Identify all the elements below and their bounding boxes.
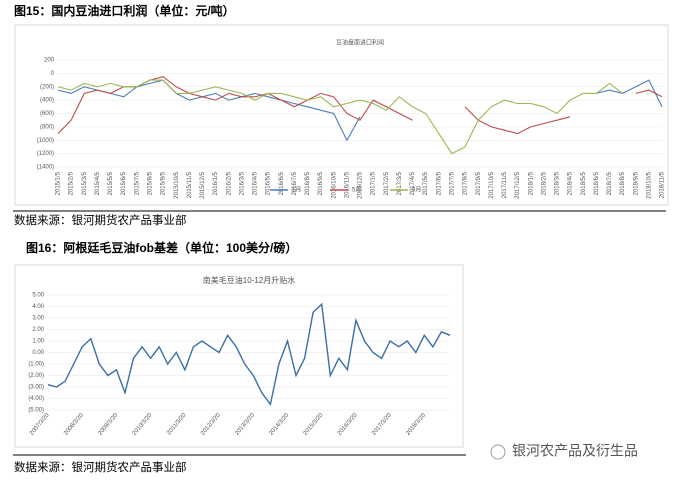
x-tick-label: 2015/12/5 xyxy=(200,171,206,198)
x-tick-label: 2015/7/5 xyxy=(134,171,140,195)
y-tick-label: 0.00 xyxy=(32,350,44,356)
x-tick-label: 2015/11/5 xyxy=(187,171,193,198)
x-tick-label: 2016/1/5 xyxy=(213,171,219,195)
y-tick-label: (600) xyxy=(40,111,54,117)
x-tick-label: 2015/3/5 xyxy=(82,171,88,195)
y-tick-label: 4.00 xyxy=(32,304,44,310)
y-tick-label: 1.00 xyxy=(32,339,44,345)
x-tick-label: 2017/12/5 xyxy=(515,171,521,198)
y-tick-label: (1200) xyxy=(37,151,54,157)
x-tick-label: 2018/10/5 xyxy=(646,171,652,198)
y-tick-label: 5.00 xyxy=(32,293,44,299)
x-tick-label: 2015/2/5 xyxy=(69,171,75,195)
x-tick-label: 2017/9/5 xyxy=(476,171,482,195)
x-tick-label: 2016/3/5 xyxy=(239,171,245,195)
series-line xyxy=(57,76,663,135)
x-tick-label: 2018/4/5 xyxy=(568,171,574,195)
x-tick-label: 2018/2/5 xyxy=(541,171,547,195)
x-tick-label: 2016/8/5 xyxy=(305,171,311,195)
x-tick-label: 2017/2/5 xyxy=(384,171,390,195)
x-tick-label: 2016/4/5 xyxy=(253,171,259,195)
chart-frame xyxy=(14,24,669,206)
watermark: 银河农产品及衍生品 xyxy=(512,443,638,459)
series-line xyxy=(47,302,451,406)
x-tick-label: 2015/5/5 xyxy=(108,171,114,195)
y-tick-label: (1000) xyxy=(37,138,54,144)
y-tick-label: 2.00 xyxy=(32,327,44,333)
chart-frame xyxy=(14,264,464,448)
x-tick-label: 2016/9/5 xyxy=(318,171,324,195)
x-tick-label: 2016/6/5 xyxy=(279,171,285,195)
chart-title: 豆油盘面进口利润 xyxy=(336,39,384,47)
x-tick-label: 2017/11/5 xyxy=(502,171,508,198)
y-tick-label: (400) xyxy=(40,98,54,104)
caption: 图16：阿根廷毛豆油fob基差（单位：100美分/磅） xyxy=(26,240,297,255)
x-tick-label: 2016/7/5 xyxy=(292,171,298,195)
x-tick-label: 2017/7/5 xyxy=(449,171,455,195)
x-tick-label: 2017/5/5 xyxy=(423,171,429,195)
x-tick-label: 2018/8/5 xyxy=(620,171,626,195)
legend-label: 1月 xyxy=(292,187,301,194)
x-tick-label: 2017/3/5 xyxy=(397,171,403,195)
x-tick-label: 2017/6/5 xyxy=(436,171,442,195)
x-tick-label: 2017/1/5 xyxy=(371,171,377,195)
y-tick-label: (3.00) xyxy=(28,385,44,391)
y-tick-label: (1400) xyxy=(37,165,54,171)
x-tick-label: 2016/12/5 xyxy=(358,171,364,198)
x-tick-label: 2015/10/5 xyxy=(174,171,180,198)
series-line xyxy=(57,79,623,155)
source: 数据来源：银河期货农产品事业部 xyxy=(14,460,187,474)
y-tick-label: (800) xyxy=(40,124,54,130)
x-tick-label: 2015/1/5 xyxy=(56,171,62,195)
x-tick-label: 2016/10/5 xyxy=(331,171,337,198)
x-tick-label: 2015/9/5 xyxy=(161,171,167,195)
x-tick-label: 2017/8/5 xyxy=(463,171,469,195)
y-tick-label: (1.00) xyxy=(28,362,44,368)
legend-label: 9月 xyxy=(412,187,421,194)
y-tick-label: (4.00) xyxy=(28,396,44,402)
legend-label: 5月 xyxy=(352,187,361,194)
source: 数据来源：银河期货农产品事业部 xyxy=(14,213,187,227)
y-tick-label: (5.00) xyxy=(28,408,44,414)
x-tick-label: 2015/4/5 xyxy=(95,171,101,195)
x-tick-label: 2016/2/5 xyxy=(226,171,232,195)
x-tick-label: 2018/11/5 xyxy=(660,171,666,198)
y-tick-label: (2.00) xyxy=(28,373,44,379)
x-tick-label: 2018/3/5 xyxy=(555,171,561,195)
x-tick-label: 2017/10/5 xyxy=(489,171,495,198)
y-tick-label: 200 xyxy=(44,58,55,64)
y-tick-label: (200) xyxy=(40,84,54,90)
y-tick-label: 0 xyxy=(51,71,55,77)
x-tick-label: 2018/6/5 xyxy=(594,171,600,195)
y-tick-label: 3.00 xyxy=(32,316,44,322)
x-tick-label: 2018/5/5 xyxy=(581,171,587,195)
logo xyxy=(490,444,506,460)
caption: 图15：国内豆油进口利润（单位：元/吨） xyxy=(14,3,235,18)
x-tick-label: 2018/9/5 xyxy=(633,171,639,195)
x-tick-label: 2015/6/5 xyxy=(121,171,127,195)
x-tick-label: 2017/4/5 xyxy=(410,171,416,195)
x-tick-label: 2018/1/5 xyxy=(528,171,534,195)
x-tick-label: 2016/5/5 xyxy=(266,171,272,195)
x-tick-label: 2015/8/5 xyxy=(147,171,153,195)
chart-title: 南美毛豆油10-12月升贴水 xyxy=(203,275,295,285)
x-tick-label: 2016/11/5 xyxy=(344,171,350,198)
x-tick-label: 2018/7/5 xyxy=(607,171,613,195)
